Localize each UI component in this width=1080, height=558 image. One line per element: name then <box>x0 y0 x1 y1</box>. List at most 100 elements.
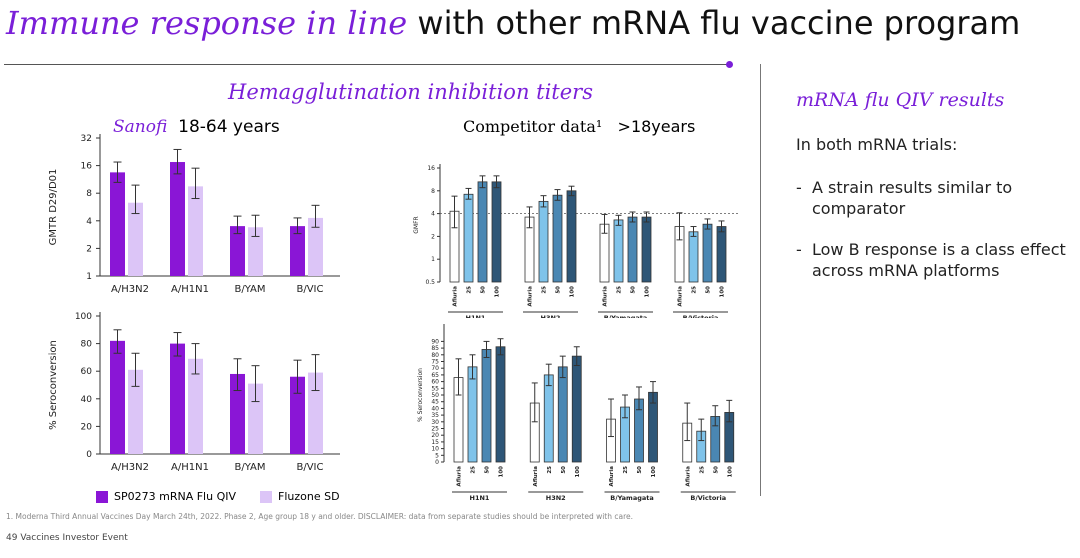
y-tick-label: 16 <box>427 165 435 172</box>
title-rule <box>4 64 728 65</box>
dose-label: 25 <box>623 466 629 474</box>
dose-label: 25 <box>692 286 698 294</box>
legend-label-sp0273: SP0273 mRNA Flu QIV <box>114 490 236 503</box>
y-tick-label: 100 <box>75 312 92 322</box>
results-bullet: - Low B response is a class effect across… <box>796 239 1076 281</box>
y-tick-label: 1 <box>431 256 435 263</box>
y-tick-label: 40 <box>431 405 439 412</box>
x-tick-label: A/H1N1 <box>171 284 209 295</box>
x-tick-label: B/VIC <box>296 284 323 295</box>
group-label: H3N2 <box>541 314 561 318</box>
sanofi-heading: Sanofi 18-64 years <box>113 117 280 137</box>
bar <box>188 358 203 454</box>
y-tick-label: 0 <box>435 459 439 466</box>
y-tick-label: 25 <box>431 426 439 433</box>
results-bullet-text: A strain results similar to comparator <box>812 178 1013 218</box>
bar <box>557 366 568 463</box>
sanofi-brand: Sanofi <box>113 117 168 137</box>
dose-label: 100 <box>727 466 733 478</box>
group-label: B/Victoria <box>683 314 719 318</box>
bar <box>188 186 203 276</box>
results-intro: In both mRNA trials: <box>796 135 958 154</box>
bar <box>230 373 245 454</box>
dose-label: Afluria <box>528 286 534 307</box>
y-axis-label: GMTR D29/D01 <box>48 169 59 246</box>
x-tick-label: A/H1N1 <box>171 462 209 473</box>
dose-label: Afluria <box>457 466 463 487</box>
dose-label: 100 <box>720 286 726 298</box>
y-tick-label: 5 <box>435 452 439 459</box>
dose-label: Afluria <box>603 286 609 307</box>
bar <box>613 219 624 283</box>
y-tick-label: 4 <box>431 211 435 218</box>
y-tick-label: 2 <box>86 244 92 254</box>
group-label: B/Victoria <box>690 494 726 502</box>
dose-label: 50 <box>637 466 643 474</box>
panel-title: Hemagglutination inhibition titers <box>228 80 593 104</box>
y-tick-label: 60 <box>81 367 93 377</box>
y-tick-label: 30 <box>431 419 439 426</box>
bar <box>538 200 549 283</box>
dose-label: 100 <box>495 286 501 298</box>
competitor-gmfr-chart: 0.5 1 2 4 8 16 GMFR Afluria 25 50 100 H1N1 Afluria 25… <box>413 164 740 318</box>
dose-label: 25 <box>542 286 548 294</box>
y-tick-label: 15 <box>431 439 439 446</box>
bar <box>290 376 305 454</box>
group-label: B/Yamagata <box>604 314 648 318</box>
group-label: H1N1 <box>466 314 486 318</box>
footnote: 1. Moderna Third Annual Vaccines Day Mar… <box>6 512 634 521</box>
chart-legend: SP0273 mRNA Flu QIV Fluzone SD <box>96 490 340 503</box>
bar <box>552 194 563 283</box>
legend-swatch-fluzone <box>260 490 272 503</box>
y-tick-label: 45 <box>431 399 439 406</box>
y-tick-label: 60 <box>431 379 439 386</box>
sanofi-seroconversion-chart: 0 20 40 60 80 100 % Seroconversion A/H3N2 A/H1N1… <box>48 312 340 473</box>
y-tick-label: 20 <box>431 432 439 439</box>
y-tick-label: 16 <box>81 162 93 172</box>
bar <box>481 349 492 463</box>
competitor-label: Competitor data¹ <box>463 117 603 136</box>
y-tick-label: 40 <box>81 395 93 405</box>
bar <box>463 193 474 283</box>
y-tick-label: 35 <box>431 412 439 419</box>
bar <box>110 340 125 454</box>
bar <box>627 216 638 283</box>
competitor-age: >18years <box>617 117 696 136</box>
rule-dot-icon <box>726 61 733 68</box>
dose-label: 100 <box>651 466 657 478</box>
dose-label: 50 <box>713 466 719 474</box>
results-title: mRNA flu QIV results <box>796 89 1005 111</box>
dose-label: 25 <box>471 466 477 474</box>
dose-label: 50 <box>485 466 491 474</box>
results-bullet: -A strain results similar to comparator <box>796 177 1076 219</box>
slide-title-highlight: Immune response in line <box>6 4 408 42</box>
y-tick-label: 2 <box>431 233 435 240</box>
dose-label: Afluria <box>453 286 459 307</box>
dose-label: 100 <box>499 466 505 478</box>
bar <box>128 369 143 454</box>
bar <box>170 343 185 454</box>
bar <box>495 346 506 463</box>
y-tick-label: 0 <box>86 450 92 460</box>
y-tick-label: 65 <box>431 372 439 379</box>
x-tick-label: A/H3N2 <box>111 284 149 295</box>
y-tick-label: 0.5 <box>425 279 435 286</box>
y-tick-label: 8 <box>431 188 435 195</box>
x-tick-label: B/YAM <box>234 284 265 295</box>
bar <box>702 223 713 283</box>
bar <box>477 181 488 283</box>
y-tick-label: 1 <box>86 272 92 282</box>
bar <box>688 231 699 283</box>
y-tick-label: 80 <box>431 352 439 359</box>
bar <box>491 181 502 283</box>
y-tick-label: 32 <box>81 134 92 144</box>
slide-title-rest: with other mRNA flu vaccine program <box>407 4 1021 42</box>
dose-label: 50 <box>556 286 562 294</box>
y-tick-label: 75 <box>431 359 439 366</box>
dose-label: 25 <box>699 466 705 474</box>
dose-label: 50 <box>481 286 487 294</box>
bar <box>248 227 263 276</box>
bar <box>290 226 305 276</box>
sanofi-age: 18-64 years <box>178 117 280 137</box>
